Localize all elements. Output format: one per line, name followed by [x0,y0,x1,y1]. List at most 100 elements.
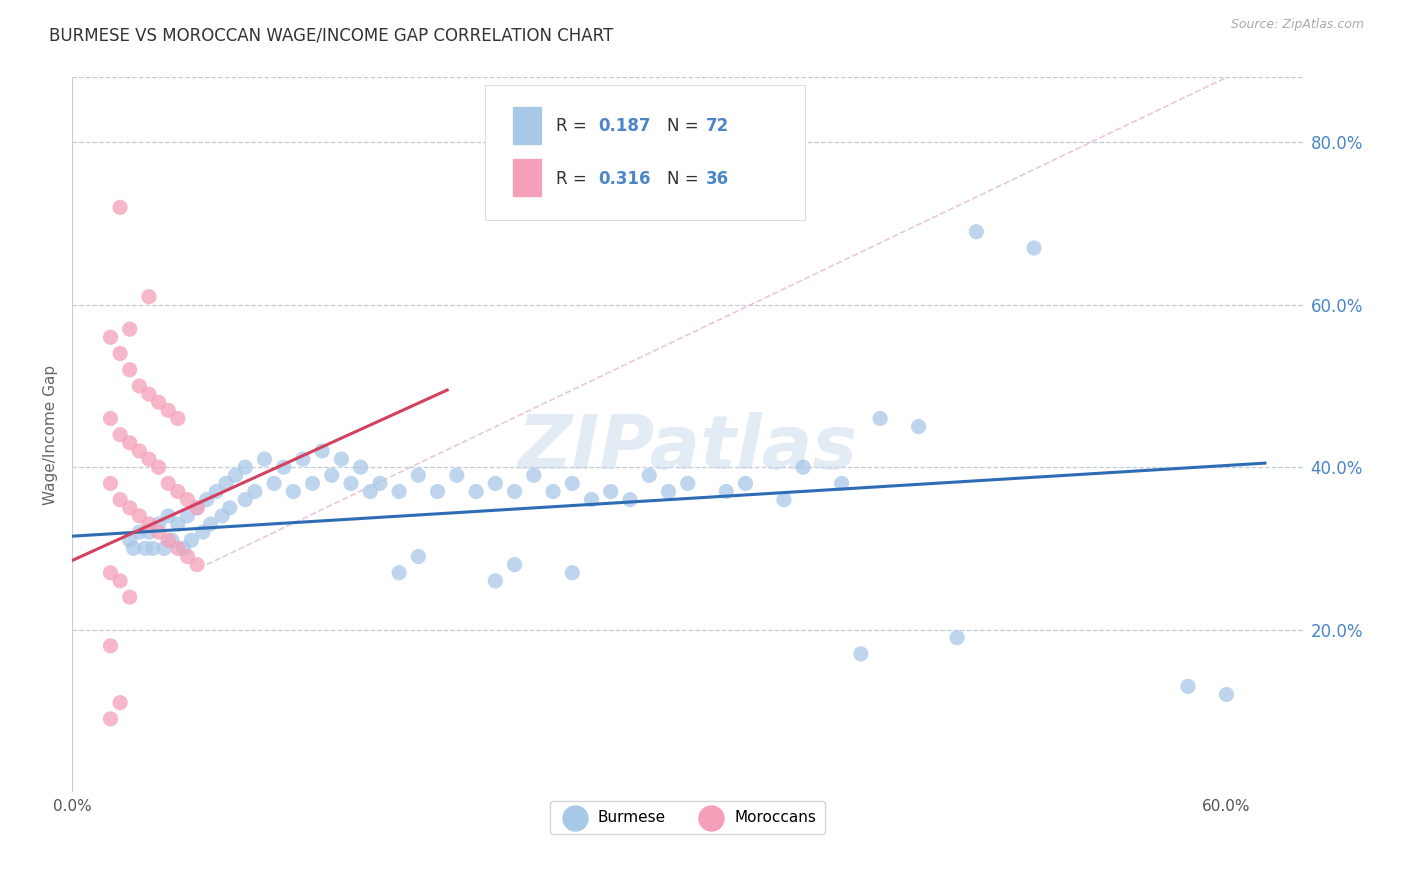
Y-axis label: Wage/Income Gap: Wage/Income Gap [44,365,58,505]
Text: 72: 72 [706,117,730,135]
Point [484,574,506,588]
Point [118,500,141,515]
Point [138,452,160,467]
Point [368,476,391,491]
Point [734,476,756,491]
Point [153,541,176,556]
Point [148,516,170,531]
Point [1177,680,1199,694]
Point [657,484,679,499]
Point [243,484,266,499]
Point [1022,241,1045,255]
Point [638,468,661,483]
Point [965,225,987,239]
Point [301,476,323,491]
Point [1215,688,1237,702]
Point [134,541,156,556]
Point [186,558,208,572]
Point [118,590,141,604]
Point [100,712,122,726]
Point [122,541,145,556]
Text: 36: 36 [706,169,730,188]
Point [340,476,363,491]
Point [166,541,188,556]
Point [311,444,333,458]
Point [173,541,195,556]
Point [166,484,188,499]
Point [108,427,131,442]
Point [108,574,131,588]
Point [128,444,150,458]
Point [253,452,276,467]
Text: R =: R = [555,169,592,188]
Point [349,460,371,475]
Point [484,476,506,491]
Point [166,411,188,425]
Point [321,468,343,483]
Point [186,500,208,515]
Point [233,492,256,507]
Point [619,492,641,507]
FancyBboxPatch shape [512,158,543,197]
Point [831,476,853,491]
Point [148,460,170,475]
Point [869,411,891,425]
Point [291,452,314,467]
Point [211,508,233,523]
Point [408,549,430,564]
Point [191,525,214,540]
Point [118,322,141,336]
Point [581,492,603,507]
Point [263,476,285,491]
Point [138,387,160,401]
Text: Source: ZipAtlas.com: Source: ZipAtlas.com [1230,18,1364,31]
Point [200,516,222,531]
Point [100,476,122,491]
FancyBboxPatch shape [485,85,804,220]
Point [215,476,238,491]
Point [157,403,180,417]
Point [186,500,208,515]
Point [523,468,546,483]
Point [100,566,122,580]
Point [128,379,150,393]
Point [225,468,247,483]
Point [118,435,141,450]
Point [561,566,583,580]
Point [408,468,430,483]
Text: 0.187: 0.187 [598,117,651,135]
Point [108,492,131,507]
Point [180,533,202,548]
Point [283,484,305,499]
Point [128,508,150,523]
Point [157,476,180,491]
Point [176,549,198,564]
Point [148,525,170,540]
Point [118,533,141,548]
Point [157,508,180,523]
Point [100,411,122,425]
Point [176,508,198,523]
Point [330,452,353,467]
Text: N =: N = [666,169,703,188]
Point [195,492,218,507]
Point [160,533,183,548]
Text: ZIPatlas: ZIPatlas [517,412,858,485]
Point [205,484,228,499]
Point [138,525,160,540]
Point [138,516,160,531]
Point [503,558,526,572]
Point [273,460,295,475]
Point [176,492,198,507]
Point [388,566,411,580]
Point [446,468,468,483]
Point [166,516,188,531]
Point [138,290,160,304]
Point [128,525,150,540]
Point [465,484,488,499]
Legend: Burmese, Moroccans: Burmese, Moroccans [550,801,825,834]
Point [108,696,131,710]
Point [792,460,814,475]
Point [148,395,170,409]
Point [359,484,381,499]
